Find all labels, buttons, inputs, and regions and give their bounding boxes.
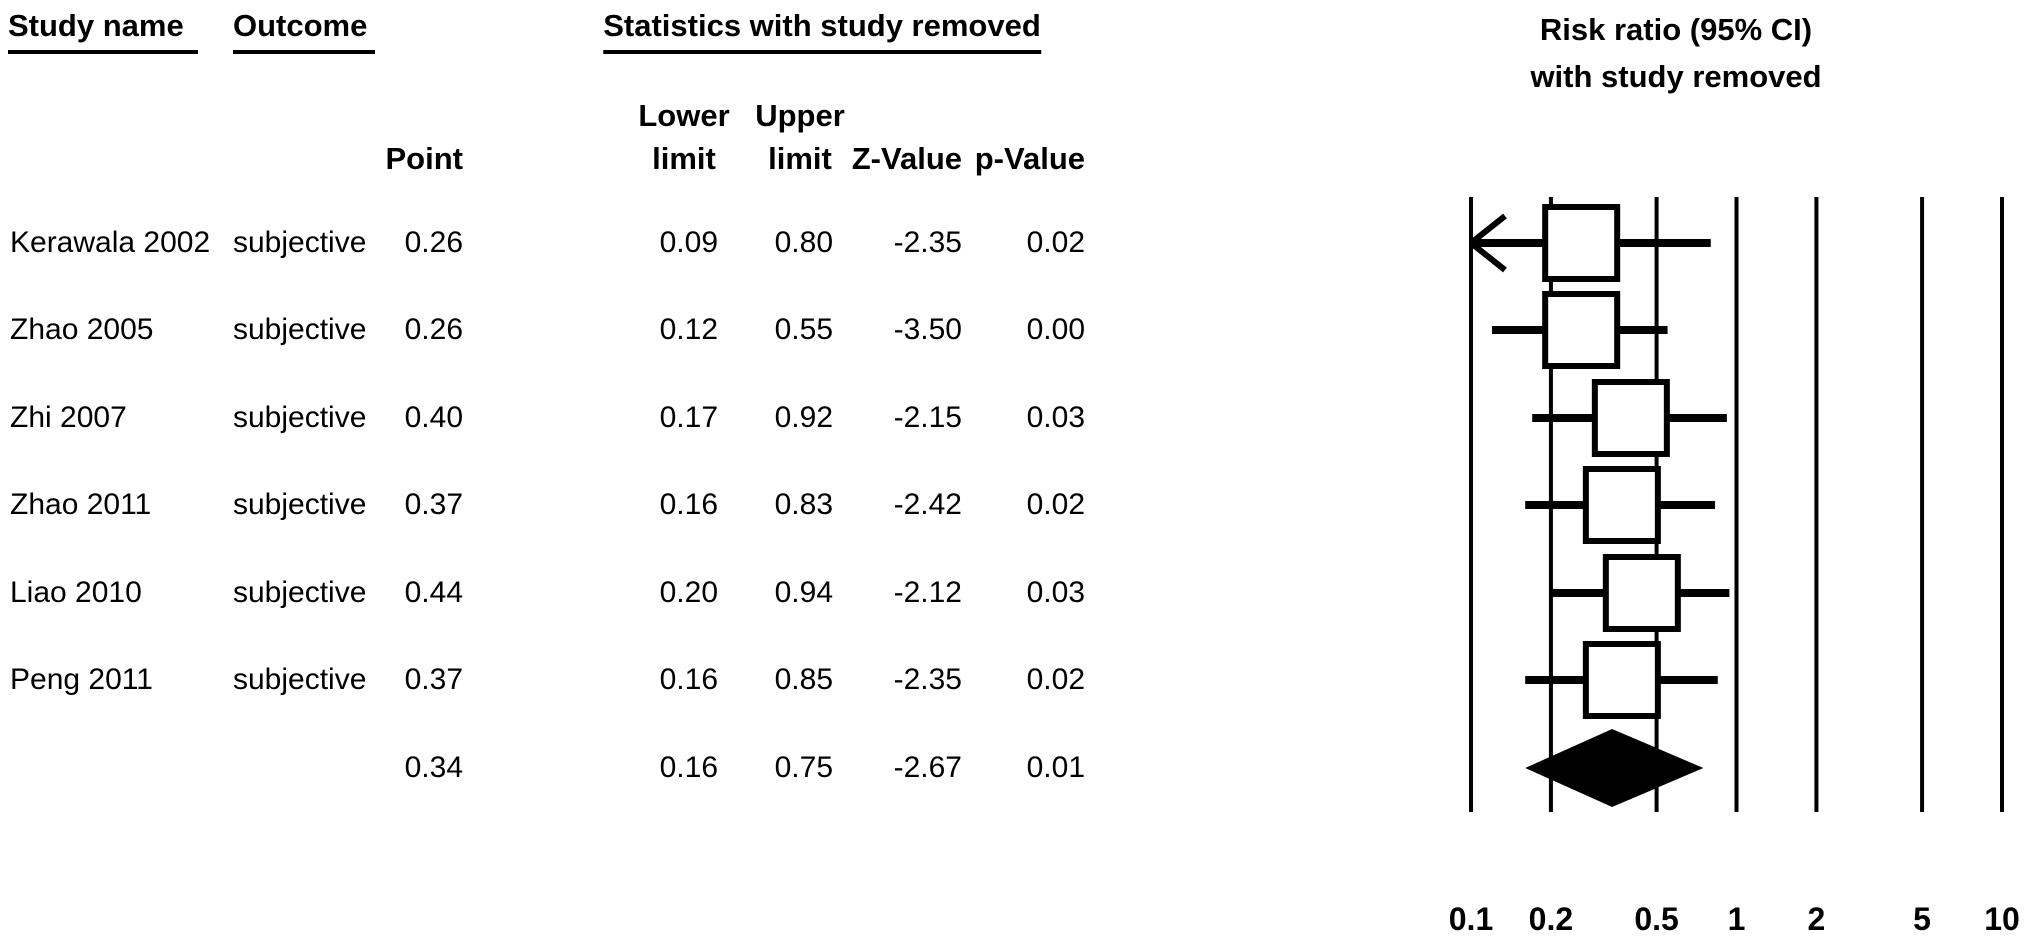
z-value-cell: -2.67	[893, 751, 962, 784]
axis-tick-label: 10	[1984, 901, 2020, 937]
p-value-cell: 0.02	[1026, 226, 1085, 259]
point-cell: 0.37	[404, 663, 463, 696]
p-value-cell: 0.03	[1026, 576, 1085, 609]
column-header-point: Point	[385, 141, 464, 176]
ci-left-arrow-icon	[1469, 213, 1507, 246]
p-value-cell: 0.02	[1026, 663, 1085, 696]
table-row: Zhao 2005 subjective 0.26 0.12 0.55 -3.50 0.00	[0, 309, 2031, 351]
z-value-cell: -2.35	[893, 663, 962, 696]
column-header-lower-line1: Lower	[638, 98, 730, 133]
point-cell: 0.37	[404, 488, 463, 521]
upper-limit-cell: 0.75	[774, 751, 833, 784]
study-square	[1582, 641, 1661, 719]
outcome-cell: subjective	[233, 576, 367, 609]
column-header-z-value: Z-Value	[851, 141, 962, 176]
outcome-cell: subjective	[233, 663, 367, 696]
outcome-cell: subjective	[233, 488, 367, 521]
upper-limit-cell: 0.83	[774, 488, 833, 521]
point-cell: 0.34	[404, 751, 463, 784]
lower-limit-cell: 0.16	[659, 663, 718, 696]
z-value-cell: -2.12	[893, 576, 962, 609]
upper-limit-cell: 0.92	[774, 401, 833, 434]
study-name-cell: Zhao 2005	[10, 313, 154, 346]
upper-limit-cell: 0.85	[774, 663, 833, 696]
table-row: Peng 2011 subjective 0.37 0.16 0.85 -2.35 0.02	[0, 659, 2031, 701]
outcome-cell: subjective	[233, 401, 367, 434]
column-header-p-value: p-Value	[974, 141, 1085, 176]
lower-limit-cell: 0.09	[659, 226, 718, 259]
column-header-upper-line1: Upper	[755, 98, 845, 133]
axis-tick-label: 5	[1913, 901, 1931, 937]
summary-row: 0.34 0.16 0.75 -2.67 0.01	[0, 747, 2031, 789]
statistics-group-header: Statistics with study removed	[603, 8, 1041, 54]
upper-limit-cell: 0.55	[774, 313, 833, 346]
study-square	[1602, 554, 1681, 632]
study-square	[1542, 204, 1621, 282]
point-cell: 0.40	[404, 401, 463, 434]
z-value-cell: -3.50	[893, 313, 962, 346]
lower-limit-cell: 0.12	[659, 313, 718, 346]
p-value-cell: 0.01	[1026, 751, 1085, 784]
study-name-cell: Peng 2011	[10, 663, 153, 696]
p-value-cell: 0.00	[1026, 313, 1085, 346]
column-header-upper-limit: Upper limit	[755, 94, 845, 180]
column-header-upper-line2: limit	[768, 141, 832, 176]
lower-limit-cell: 0.20	[659, 576, 718, 609]
point-cell: 0.44	[404, 576, 463, 609]
ci-left-arrow-icon	[1469, 240, 1507, 273]
z-value-cell: -2.42	[893, 488, 962, 521]
axis-tick-label: 0.5	[1634, 901, 1678, 937]
study-name-cell: Liao 2010	[10, 576, 142, 609]
table-row: Zhao 2011 subjective 0.37 0.16 0.83 -2.42 0.02	[0, 484, 2031, 526]
axis-tick-label: 0.1	[1449, 901, 1493, 937]
lower-limit-cell: 0.17	[659, 401, 718, 434]
outcome-header: Outcome	[233, 8, 376, 54]
point-cell: 0.26	[404, 313, 463, 346]
upper-limit-cell: 0.94	[774, 576, 833, 609]
p-value-cell: 0.03	[1026, 401, 1085, 434]
axis-tick-label: 0.2	[1529, 901, 1573, 937]
lower-limit-cell: 0.16	[659, 488, 718, 521]
table-row: Liao 2010 subjective 0.44 0.20 0.94 -2.12 0.03	[0, 572, 2031, 614]
study-name-cell: Zhao 2011	[10, 488, 152, 521]
outcome-cell: subjective	[233, 226, 367, 259]
outcome-cell: subjective	[233, 313, 367, 346]
table-row: Zhi 2007 subjective 0.40 0.17 0.92 -2.15 0.03	[0, 397, 2031, 439]
study-name-header: Study name	[8, 8, 198, 54]
axis-tick-label: 1	[1728, 901, 1746, 937]
plot-title-line2: with study removed	[1530, 59, 1822, 94]
upper-limit-cell: 0.80	[774, 226, 833, 259]
point-cell: 0.26	[404, 226, 463, 259]
column-header-lower-limit: Lower limit	[638, 94, 729, 180]
table-row: Kerawala 2002 subjective 0.26 0.09 0.80 -2.35…	[0, 222, 2031, 264]
study-square	[1591, 379, 1670, 457]
study-square	[1582, 466, 1661, 544]
plot-title: Risk ratio (95% CI) with study removed	[1530, 6, 1821, 100]
z-value-cell: -2.35	[893, 226, 962, 259]
axis-tick-label: 2	[1808, 901, 1826, 937]
summary-diamond	[1525, 729, 1704, 807]
z-value-cell: -2.15	[893, 401, 962, 434]
study-name-cell: Zhi 2007	[10, 401, 127, 434]
study-name-cell: Kerawala 2002	[10, 226, 211, 259]
lower-limit-cell: 0.16	[659, 751, 718, 784]
column-header-lower-line2: limit	[652, 141, 716, 176]
study-square	[1542, 291, 1621, 369]
p-value-cell: 0.02	[1026, 488, 1085, 521]
plot-title-line1: Risk ratio (95% CI)	[1539, 12, 1813, 47]
